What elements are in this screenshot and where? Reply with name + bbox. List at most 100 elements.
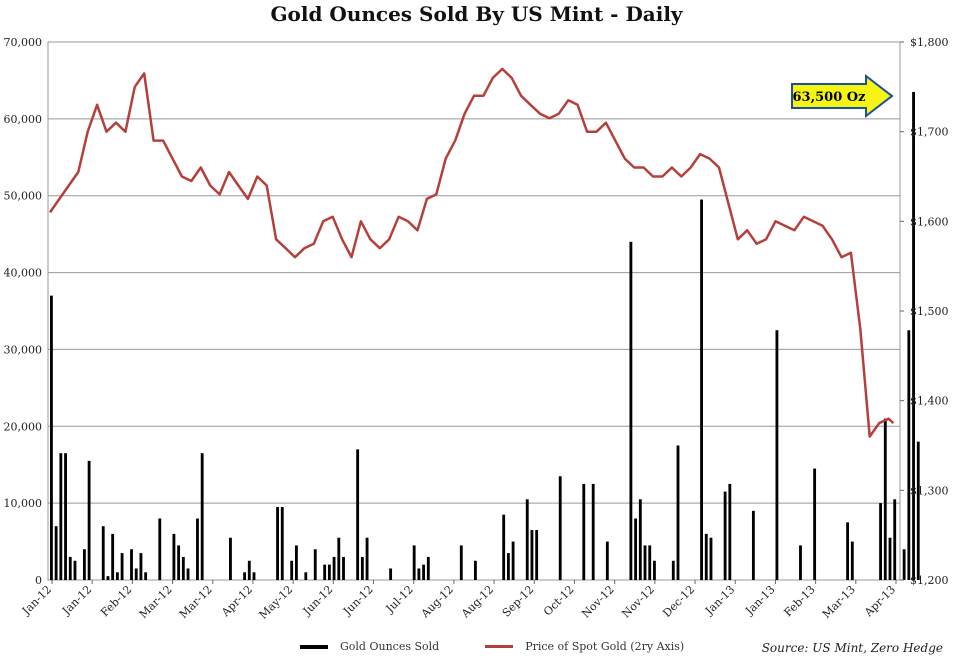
bar <box>50 295 53 580</box>
bar <box>87 460 91 580</box>
x-axis-tick-label: Mar-12 <box>177 583 215 621</box>
x-axis-tick-label: Jan-12 <box>19 583 54 618</box>
x-axis-tick-label: Aug-12 <box>458 583 496 621</box>
bar <box>506 553 510 580</box>
bar <box>82 549 86 580</box>
bar <box>120 553 124 580</box>
bar <box>294 545 298 580</box>
bar <box>139 553 143 580</box>
bar <box>907 330 911 580</box>
bar <box>304 572 308 580</box>
bar <box>850 541 854 580</box>
bar <box>883 418 887 580</box>
bar <box>243 572 246 580</box>
price-line <box>48 67 895 438</box>
right-axis-tick-label: $1,600 <box>910 215 949 228</box>
x-axis-tick-label: Feb-12 <box>98 583 134 619</box>
x-axis-tick-label: May-12 <box>257 583 296 622</box>
bar <box>653 560 656 580</box>
x-axis-tick-label: Nov-12 <box>619 583 657 621</box>
right-axis-tick-label: $1,300 <box>910 484 949 497</box>
axes: 0 10,000 20,000 30,000 40,000 50,000 60,000 70,… <box>4 36 949 622</box>
x-axis-tick-label: Jun-12 <box>300 583 336 619</box>
x-axis-tick-label: Jul-12 <box>383 583 416 616</box>
line-series-spot-gold-price <box>48 67 895 438</box>
bar <box>426 556 430 580</box>
bar <box>709 537 713 580</box>
bar <box>412 545 416 580</box>
annotation-callout: 63,500 Oz <box>791 73 894 119</box>
legend: Gold Ounces Sold Price of Spot Gold (2ry… <box>300 640 684 653</box>
bar <box>130 549 133 580</box>
bar <box>912 91 915 580</box>
left-axis-tick-label: 10,000 <box>4 497 43 510</box>
bar <box>535 530 539 580</box>
bar <box>775 330 779 580</box>
left-axis-tick-label: 20,000 <box>4 420 43 433</box>
bar <box>558 476 562 580</box>
bar <box>389 568 393 580</box>
bar <box>605 541 609 580</box>
x-axis-tick-label: Jun-12 <box>340 583 376 619</box>
bar <box>177 545 181 580</box>
x-axis-tick-label: Apr-12 <box>218 583 255 620</box>
bar <box>64 453 67 580</box>
legend-label-bars: Gold Ounces Sold <box>340 640 440 653</box>
bar <box>582 483 586 580</box>
left-axis-tick-label: 40,000 <box>4 267 43 280</box>
bar <box>144 572 148 580</box>
bar <box>591 483 595 580</box>
bar <box>54 526 58 580</box>
bar <box>290 560 294 580</box>
bar <box>813 468 817 580</box>
bar <box>111 533 115 580</box>
x-axis-tick-label: Jan-13 <box>702 583 737 618</box>
left-axis-tick-label: 0 <box>35 574 42 587</box>
bar <box>196 518 199 580</box>
bar <box>200 453 204 580</box>
left-axis-tick-label: 70,000 <box>4 36 43 49</box>
legend-swatch-bars <box>300 644 328 649</box>
bar <box>313 549 317 580</box>
bar <box>879 503 882 580</box>
bar <box>902 549 906 580</box>
bar <box>916 441 920 580</box>
bar <box>115 572 119 580</box>
right-axis-tick-label: $1,500 <box>910 305 949 318</box>
bar <box>68 556 72 580</box>
bar-series-gold-ounces-sold <box>50 91 920 581</box>
bar <box>676 445 680 580</box>
x-axis-tick-label: Mar-13 <box>820 583 858 621</box>
x-axis-tick-label: Aug-12 <box>418 583 456 621</box>
bar <box>459 545 463 580</box>
bar <box>502 514 506 580</box>
bar <box>751 510 755 580</box>
left-axis-tick-label: 50,000 <box>4 190 43 203</box>
bar <box>280 506 284 580</box>
bar <box>474 560 477 580</box>
bar <box>888 537 892 580</box>
bar <box>229 537 232 580</box>
bar <box>356 449 360 580</box>
right-axis-tick-label: $1,400 <box>910 395 949 408</box>
source-note: Source: US Mint, Zero Hedge <box>761 641 943 655</box>
callout-arrow <box>791 73 894 119</box>
bar <box>846 522 850 580</box>
bar <box>134 568 138 580</box>
bar <box>629 241 633 581</box>
gridlines <box>47 41 901 581</box>
bar <box>342 556 345 580</box>
bar <box>704 533 708 580</box>
bar <box>638 499 642 580</box>
x-axis-tick-label: Nov-12 <box>579 583 617 621</box>
right-axis-tick-label: $1,700 <box>910 126 949 139</box>
plot-frame <box>47 41 901 581</box>
bar <box>728 483 732 580</box>
legend-swatch-line <box>485 645 514 648</box>
bar <box>247 560 251 580</box>
bar <box>59 453 63 580</box>
bar <box>700 199 703 581</box>
bar <box>422 564 426 580</box>
bar <box>634 518 638 580</box>
